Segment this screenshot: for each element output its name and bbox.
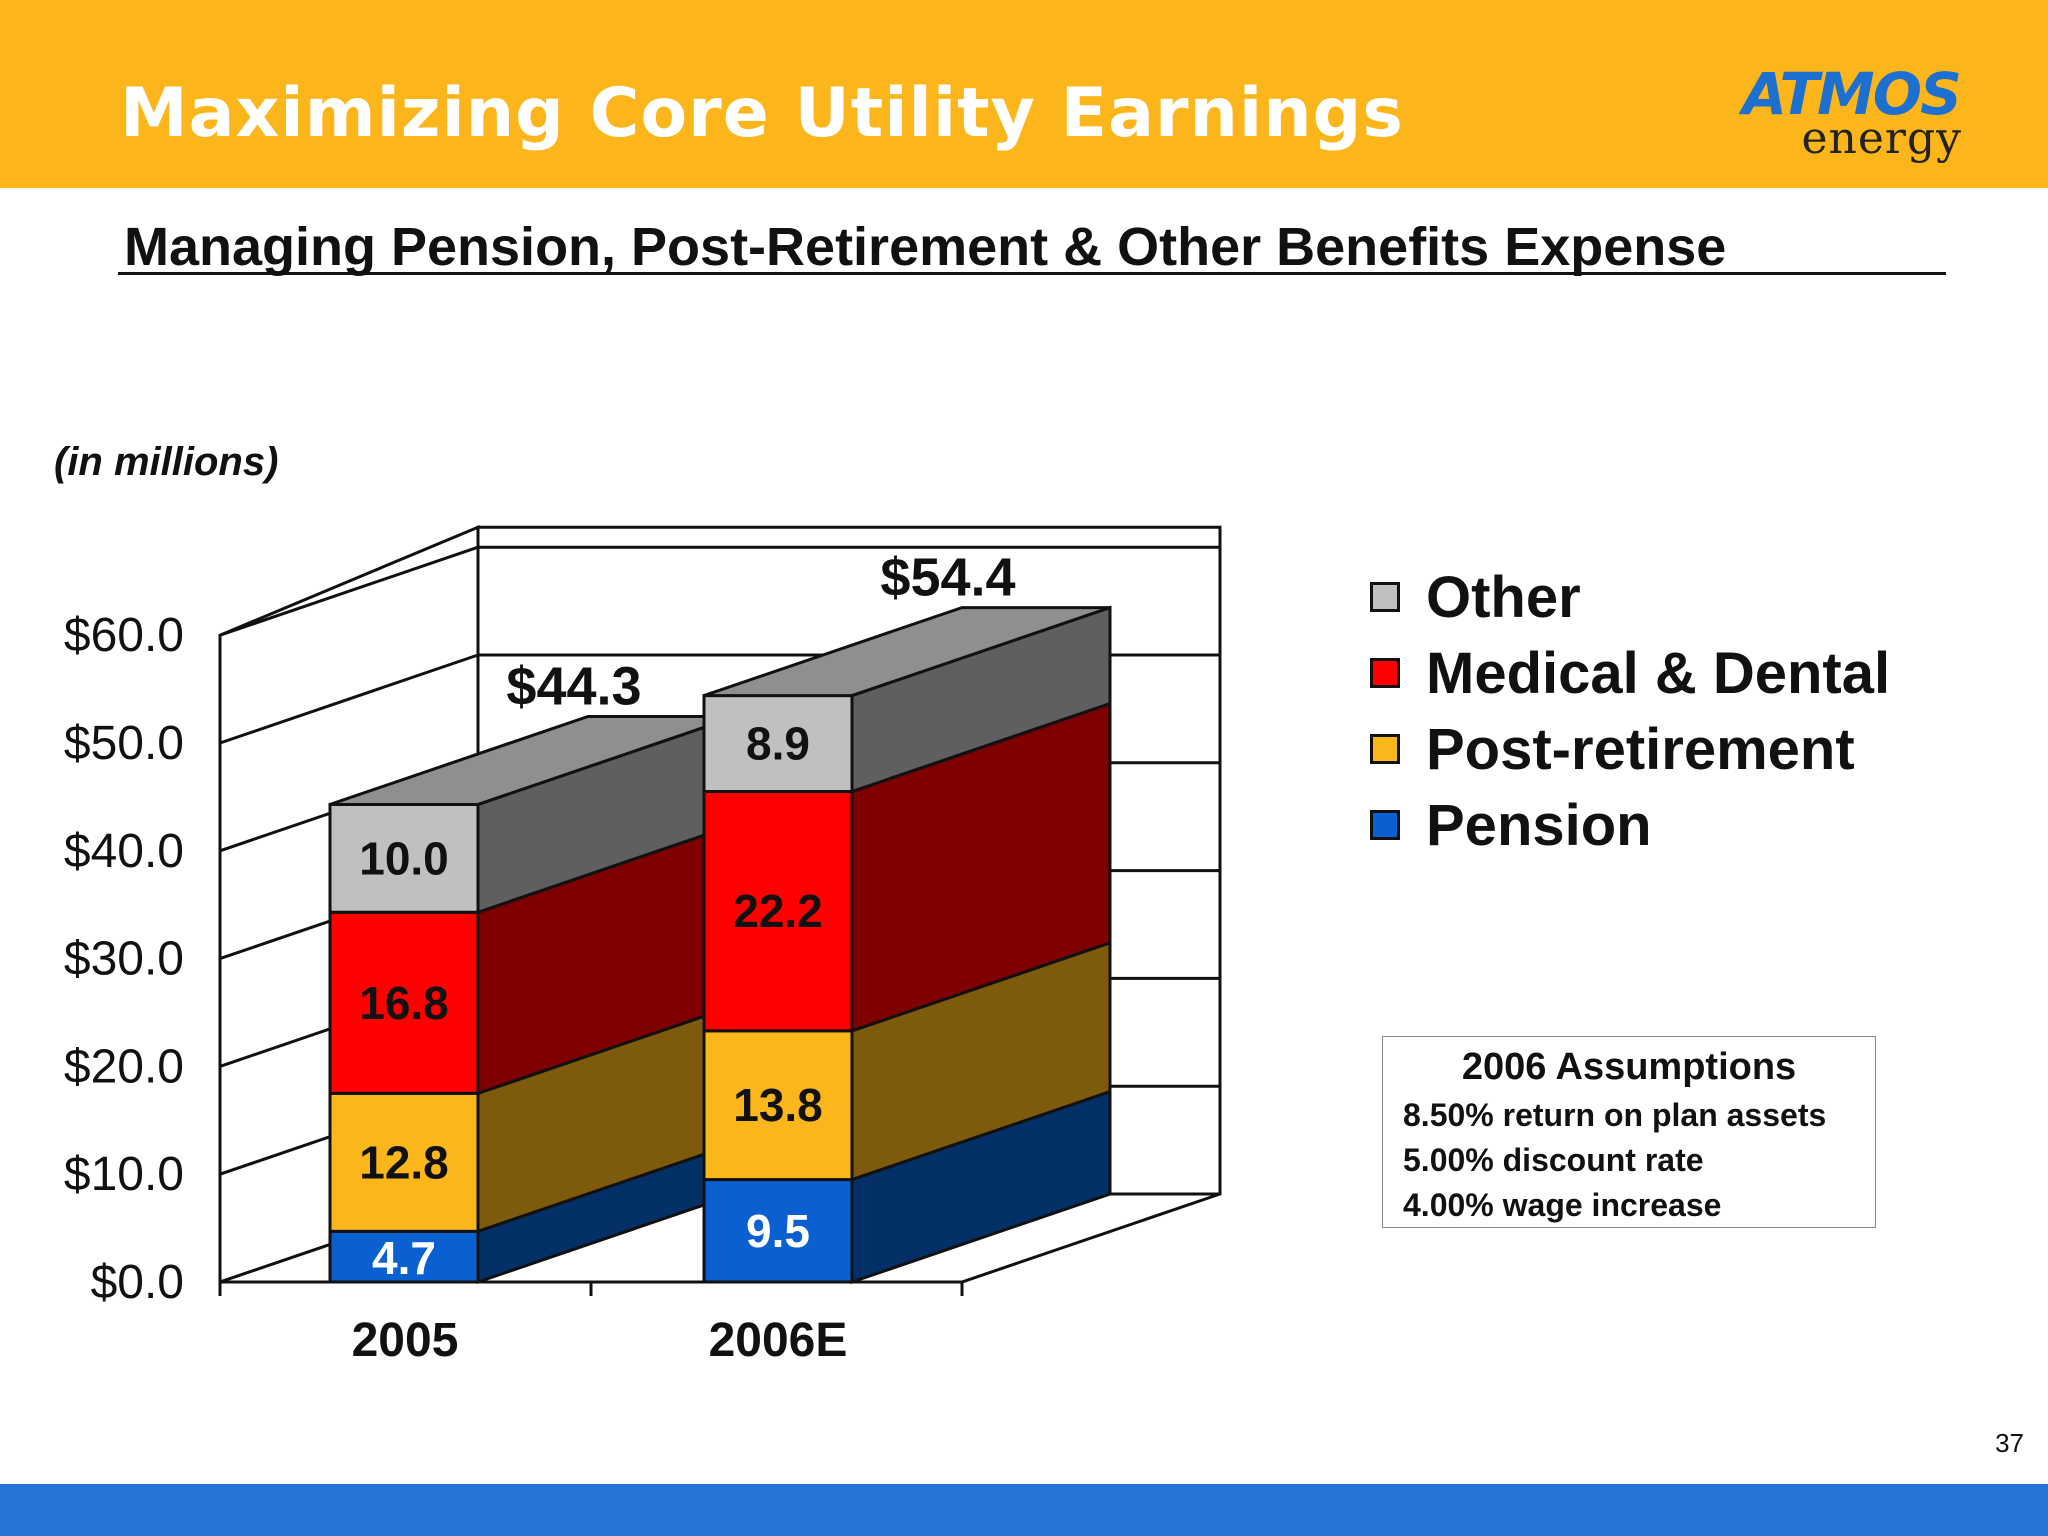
header-bar — [0, 0, 2048, 188]
legend-swatch-pension — [1370, 810, 1400, 840]
bar-value-label: 9.5 — [746, 1205, 810, 1257]
page-number: 37 — [1995, 1428, 2024, 1458]
assumption-discount-rate: 5.00% discount rate — [1403, 1142, 1704, 1178]
legend-swatch-post-retirement — [1370, 734, 1400, 764]
stacked-bar-chart: $0.0 $10.0 $20.0 $30.0 $40.0 $50.0 $60.0 4.7 12.… — [64, 524, 1222, 1367]
y-tick-label: $30.0 — [64, 933, 184, 986]
legend-swatch-medical-dental — [1370, 658, 1400, 688]
y-tick-label: $20.0 — [64, 1040, 184, 1093]
bar-value-label: 10.0 — [359, 832, 449, 884]
units-note: (in millions) — [54, 440, 279, 484]
assumption-return-on-assets: 8.50% return on plan assets — [1403, 1097, 1827, 1133]
bar-total-label: $54.4 — [880, 548, 1015, 608]
gridline-side — [219, 653, 479, 745]
bar-segment-2006E-1 — [702, 1029, 854, 1182]
bar-value-label: 16.8 — [359, 977, 449, 1029]
y-tick-label: $0.0 — [91, 1256, 184, 1309]
y-tick-label: $40.0 — [64, 825, 184, 878]
bar-segment-2006E-0 — [702, 1178, 854, 1284]
bar-value-label: 8.9 — [746, 718, 810, 770]
legend-label-other: Other — [1426, 565, 1581, 630]
legend-label-pension: Pension — [1426, 793, 1652, 858]
bar-value-label: 4.7 — [372, 1232, 436, 1284]
logo-subtext: energy — [1801, 113, 1962, 164]
bar-segment-2005-2 — [328, 910, 480, 1095]
assumption-wage-increase: 4.00% wage increase — [1403, 1187, 1722, 1223]
logo-wordmark: ATMOS — [1742, 60, 1962, 128]
assumptions-box: 2006 Assumptions 8.50% return on plan as… — [1382, 1036, 1876, 1228]
atmos-energy-logo: ATMOS energy — [1738, 64, 1964, 166]
bar-segment-2005-3 — [328, 802, 480, 914]
bar-value-label: 22.2 — [733, 885, 823, 937]
y-tick-label: $60.0 — [64, 609, 184, 662]
footer-bar — [0, 1484, 2048, 1536]
assumptions-title: 2006 Assumptions — [1461, 1046, 1797, 1088]
bar-segment-2005-1 — [328, 1091, 480, 1233]
x-category-label: 2006E — [709, 1314, 848, 1367]
subtitle-underline — [118, 272, 1946, 275]
legend-swatch-other — [1370, 582, 1400, 612]
legend-label-medical-dental: Medical & Dental — [1426, 641, 1891, 706]
y-tick-label: $10.0 — [64, 1148, 184, 1201]
slide-title: Maximizing Core Utility Earnings — [120, 74, 1404, 153]
y-tick-label: $50.0 — [64, 717, 184, 770]
bar-value-label: 13.8 — [733, 1079, 823, 1131]
legend-label-post-retirement: Post-retirement — [1426, 717, 1855, 782]
bar-top-2006E — [703, 606, 1111, 698]
x-category-label: 2005 — [352, 1314, 459, 1367]
gridline-side — [219, 545, 479, 637]
bar-value-label: 12.8 — [359, 1136, 449, 1188]
bar-segment-2005-0 — [328, 1229, 480, 1284]
bar-total-label: $44.3 — [506, 656, 641, 716]
slide-subtitle: Managing Pension, Post-Retirement & Othe… — [124, 217, 1727, 277]
